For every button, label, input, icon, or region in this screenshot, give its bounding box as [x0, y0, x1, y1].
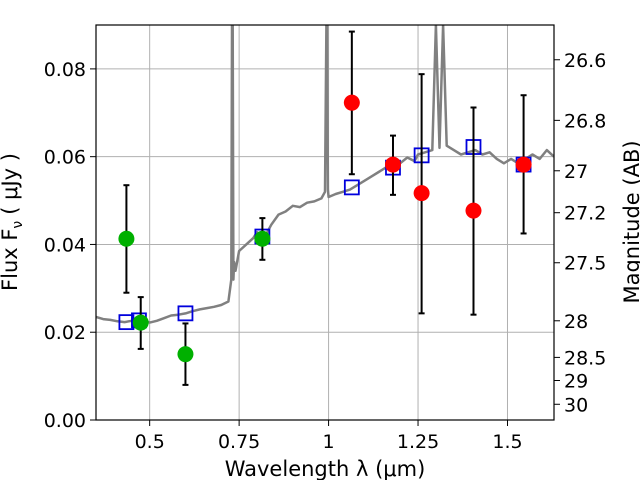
- y2-axis-label: Magnitude (AB): [620, 140, 640, 303]
- green-data-point: [254, 230, 271, 247]
- y-tick-label: 0.06: [44, 147, 86, 169]
- y2-tick-label: 27: [564, 161, 588, 183]
- y-tick-label: 0.00: [44, 410, 86, 432]
- axes: 0.5 0.75 1 1.25 1.5 0.00 0.02 0.04 0.06 0.08 26.6 2…: [44, 50, 607, 453]
- x-tick-label: 0.75: [218, 431, 260, 453]
- red-data-point: [465, 202, 482, 219]
- red-data-point: [343, 94, 360, 111]
- model-photometry-square: [343, 179, 360, 196]
- y-tick-label: 0.04: [44, 234, 86, 256]
- y2-tick-label: 29: [564, 371, 588, 393]
- y2-tick-label: 27.2: [564, 203, 606, 225]
- x-tick-label: 0.5: [135, 431, 165, 453]
- y-tick-label: 0.02: [44, 322, 86, 344]
- model-photometry-square: [177, 305, 194, 322]
- y2-tick-label: 26.8: [564, 110, 606, 132]
- y-axis-label-unit: ( μJy ): [0, 153, 22, 215]
- y2-tick-label: 27.5: [564, 253, 606, 275]
- y-tick-label: 0.08: [44, 59, 86, 81]
- green-data-point: [132, 314, 149, 331]
- y2-tick-label: 28.5: [564, 347, 606, 369]
- green-data-point: [177, 346, 194, 363]
- y2-tick-label: 28: [564, 311, 588, 333]
- x-tick-label: 1: [323, 431, 335, 453]
- red-data-point: [515, 156, 532, 173]
- y2-tick-label: 30: [564, 394, 588, 416]
- plot-area: [96, 25, 554, 386]
- y-axis-label: Flux Fν ( μJy ): [0, 153, 26, 291]
- y-axis-label-subscript: ν: [10, 221, 26, 229]
- x-tick-label: 1.5: [492, 431, 522, 453]
- model-spectrum-line: [96, 25, 554, 324]
- y-axis-label-main: Flux F: [0, 229, 22, 291]
- green-data-point: [118, 230, 135, 247]
- plot-frame: [95, 24, 555, 421]
- x-axis-label: Wavelength λ (μm): [225, 457, 426, 480]
- red-data-point: [413, 185, 430, 202]
- red-data-point: [384, 156, 401, 173]
- y2-tick-label: 26.6: [564, 50, 606, 72]
- x-tick-label: 1.25: [397, 431, 439, 453]
